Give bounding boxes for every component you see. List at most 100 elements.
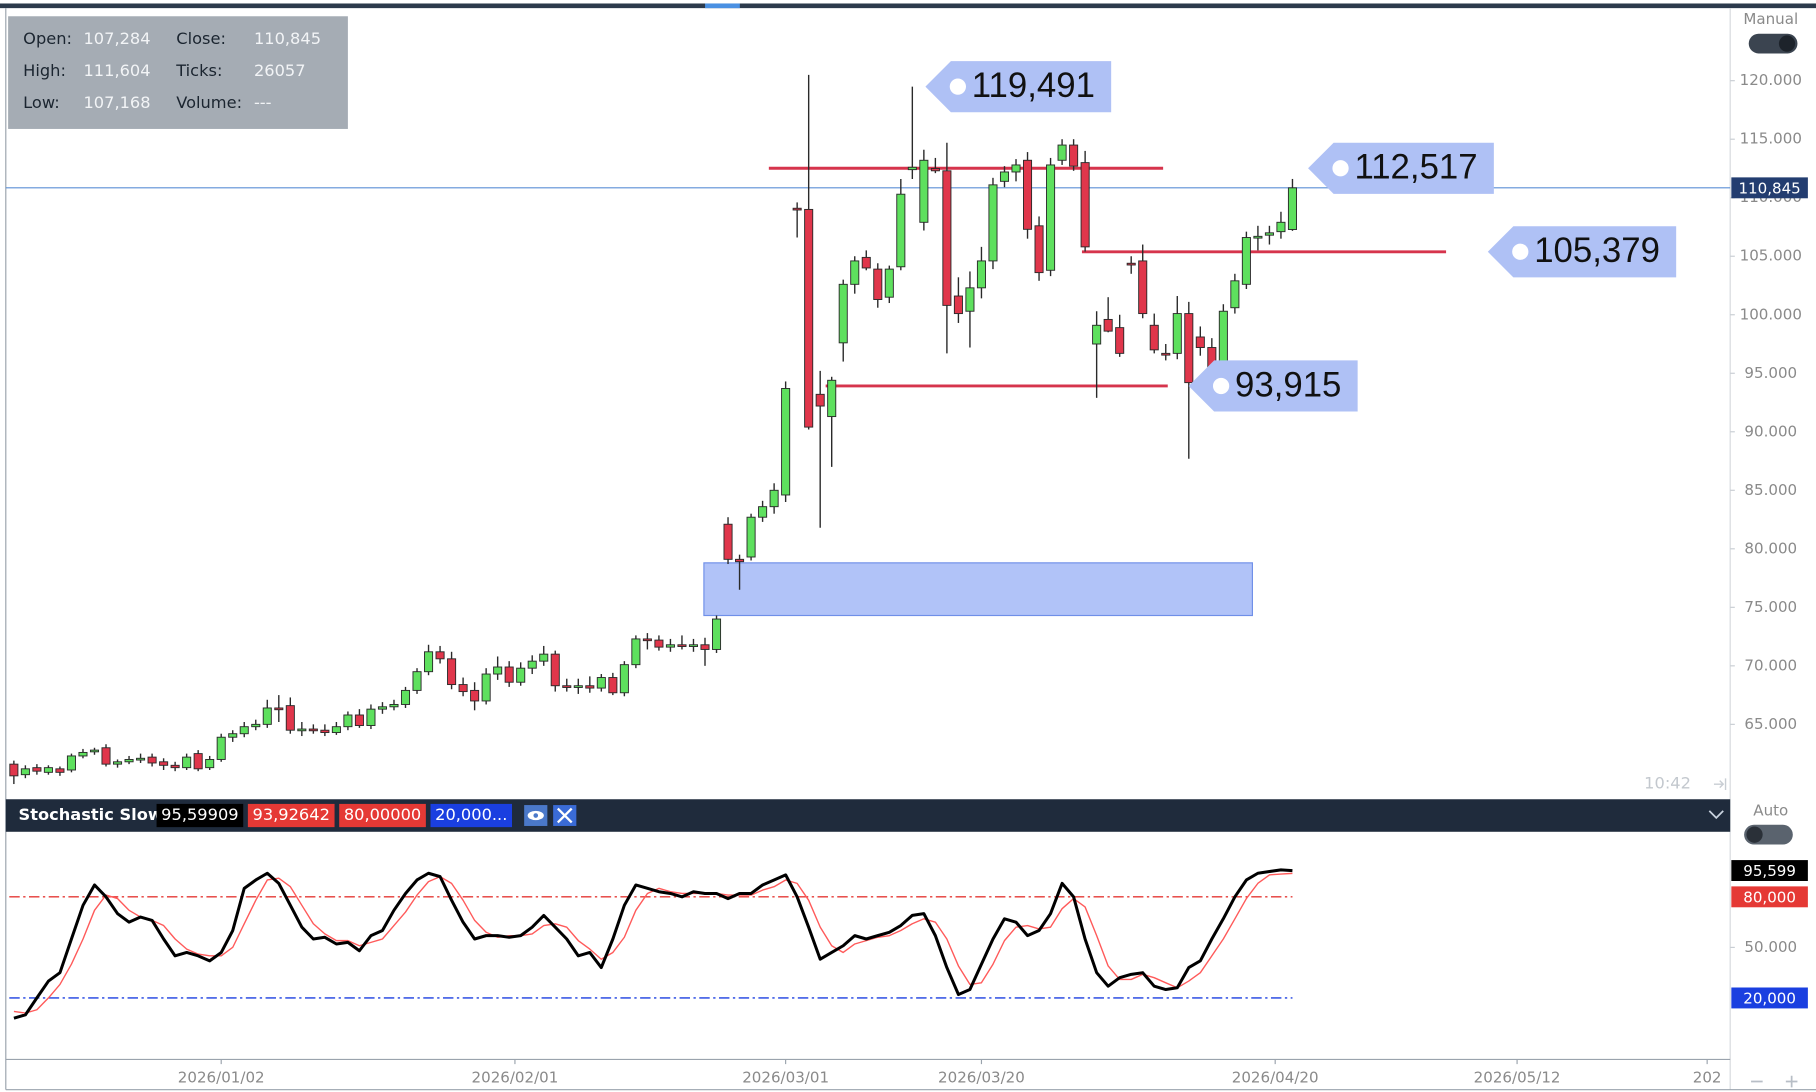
level-box-label: 80,000 [1743,888,1796,906]
price-tag: 93,915 [1188,360,1358,412]
candle-body [377,706,387,710]
price-tag: 112,517 [1308,142,1494,194]
candle-body [562,685,572,688]
candle-body [769,489,779,508]
candle-body [677,644,687,647]
candle-body [1230,280,1240,309]
collapse-chevron[interactable] [1708,810,1724,820]
candle-body [907,166,917,171]
zoom-controls[interactable] [1751,1075,1798,1088]
candle-body [412,671,422,691]
price-tag-shape [925,61,1112,113]
info-box [8,16,348,129]
candle-body [285,705,295,731]
candle-body [758,506,768,518]
x-tick-label: 2026/05/12 [1474,1069,1561,1087]
info-label: Volume: [176,93,242,112]
candle-body [550,653,560,687]
x-tick-label: 2026/03/20 [938,1069,1025,1087]
y-tick-label: 70.000 [1744,656,1797,674]
candle-body [1046,164,1056,271]
price-tag-dot [1512,243,1529,260]
candle-body [596,677,606,689]
candle-body [619,664,629,694]
x-tick-label: 2026/01/02 [178,1069,265,1087]
readout-box [430,803,513,828]
candle-body [1115,327,1125,354]
candle-body [573,685,583,688]
price-tag-dot [1212,377,1230,395]
y-tick-label: 75.000 [1744,598,1797,616]
candle-body [942,170,952,306]
price-tag-label: 105,379 [1534,231,1660,270]
candle-body [1253,235,1263,239]
y-tick-label: 120.000 [1740,71,1802,89]
eye-button[interactable] [524,805,548,826]
manual-toggle-knob [1778,35,1796,52]
indicator-title: Stochastic Slow [19,805,163,824]
y-tick-label: 85.000 [1744,481,1797,499]
price-tag-label: 112,517 [1354,148,1477,187]
candle-body [688,644,699,647]
readout-box [156,803,244,828]
candle-body [861,256,871,269]
candle-body [239,726,249,735]
candle-body [274,707,284,711]
readout-box [339,803,426,828]
info-label: Ticks: [175,61,222,80]
candle-body [493,666,503,675]
price-tag: 105,379 [1487,226,1677,278]
candle-body [389,703,399,708]
candle-body [193,753,203,770]
candle-body [781,388,791,496]
candle-body [1080,162,1090,248]
candle-body [159,761,169,766]
y-tick-label: 90.000 [1744,422,1797,440]
candle-body [170,764,180,769]
candle-body [354,714,364,726]
candle-body [228,733,238,738]
x-tick-label: 2026/03/01 [742,1069,829,1087]
readout-label: 80,00000 [344,805,421,824]
candle-body [1069,144,1079,167]
x-tick-label: 2026/02/01 [472,1069,559,1087]
info-value: 107,168 [83,93,150,112]
candle-body [1161,352,1171,356]
info-label: Close: [176,29,226,48]
price-tag-label: 119,491 [972,66,1095,105]
scale-mode: Auto [1753,801,1788,819]
readout-label: 93,92642 [253,805,330,824]
candle-body [896,193,906,268]
eye-pupil [533,813,539,818]
candle-body [976,260,986,289]
x-tick-label: 202 [1693,1069,1722,1087]
scroll-end-icon[interactable] [1713,778,1727,790]
price-tag-label: 93,915 [1235,365,1341,404]
candle-body [447,658,457,686]
candle-body [182,756,192,769]
candle-body [43,767,53,773]
candle-body [320,729,330,734]
candle-body [827,379,837,418]
candle-body [424,651,434,673]
readout-label: 20,000... [435,805,507,824]
candle-body [113,761,123,765]
scale-mode: Manual [1743,10,1798,28]
last-value-label: 95,599 [1743,862,1796,880]
y-tick-label: 80.000 [1744,539,1797,557]
candle-body [458,684,468,693]
info-label: Open: [23,29,72,48]
close-button[interactable] [553,805,577,826]
candle-body [1126,262,1136,266]
candle-body [66,755,76,771]
candle-body [251,723,261,728]
candle-body [539,653,549,662]
candle-body [1092,324,1102,345]
candle-body [470,689,480,702]
candle-body [735,558,745,563]
candle-body [711,618,722,650]
level-box [1731,886,1808,908]
close-icon [556,807,573,824]
